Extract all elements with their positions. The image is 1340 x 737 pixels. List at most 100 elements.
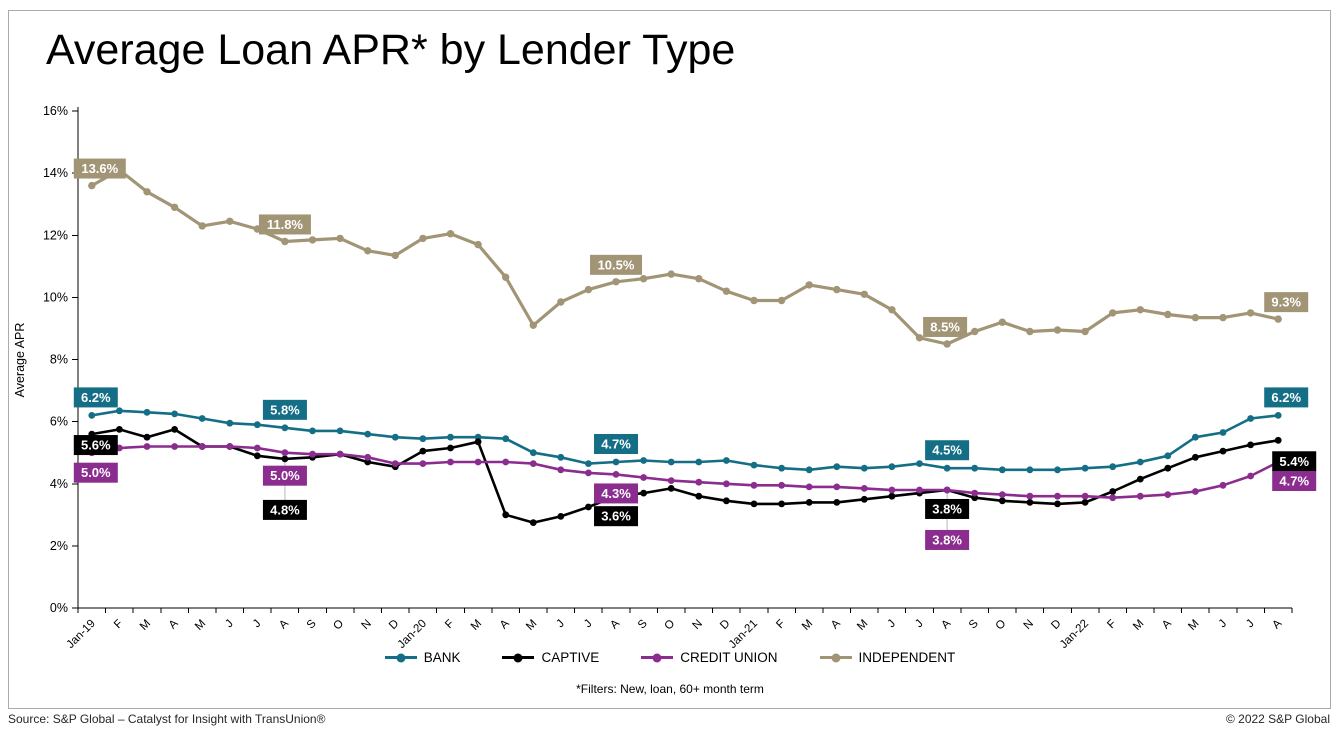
chart-frame <box>8 10 1331 709</box>
series-point-independent <box>667 270 675 278</box>
series-point-independent <box>722 287 731 295</box>
x-tick-label: D <box>1049 618 1063 632</box>
series-point-credit-union <box>833 483 841 491</box>
series-point-bank <box>640 457 647 464</box>
series-point-captive <box>1164 464 1172 472</box>
x-tick-label: S <box>967 617 981 631</box>
series-point-captive <box>723 497 730 505</box>
series-point-credit-union <box>557 466 565 474</box>
series-point-captive <box>1081 499 1089 506</box>
series-point-bank <box>833 463 841 471</box>
x-tick-label: J <box>913 618 926 631</box>
x-tick-label: Jan-21 <box>727 618 760 651</box>
series-point-captive <box>667 485 675 492</box>
data-label-box-independent <box>923 316 968 337</box>
series-point-credit-union <box>198 443 206 450</box>
series-point-captive <box>695 492 703 500</box>
legend-marker-independent <box>819 653 852 662</box>
x-tick-label: N <box>691 618 705 632</box>
legend-marker-dot-independent <box>831 653 841 662</box>
series-point-bank <box>116 407 123 415</box>
x-tick-label: F <box>1105 618 1118 631</box>
series-point-credit-union <box>474 458 482 466</box>
series-point-captive <box>640 489 647 497</box>
data-label-bank: 4.7% <box>601 437 631 452</box>
x-tick-label: M <box>855 618 870 633</box>
series-point-credit-union <box>971 489 979 497</box>
series-point-credit-union <box>1164 491 1172 498</box>
series-point-captive <box>502 511 510 519</box>
series-point-bank <box>557 453 565 461</box>
y-tick-label: 8% <box>50 353 68 367</box>
x-tick-label: N <box>1022 618 1036 632</box>
series-point-independent <box>612 278 620 286</box>
series-point-bank <box>198 415 206 422</box>
series-point-credit-union <box>364 453 372 461</box>
series-point-independent <box>860 290 868 298</box>
x-tick-label: J <box>582 618 595 631</box>
series-point-captive <box>860 495 868 503</box>
series-point-credit-union <box>529 460 537 467</box>
data-label-box-independent <box>1264 292 1309 313</box>
data-label-bank: 4.5% <box>932 443 962 458</box>
x-tick-label: S <box>305 617 319 631</box>
series-point-independent <box>419 234 427 243</box>
series-point-independent <box>557 298 565 306</box>
x-tick-label: F <box>443 618 456 631</box>
series-point-credit-union <box>419 460 427 467</box>
series-point-independent <box>639 275 648 283</box>
series-point-credit-union <box>143 443 151 450</box>
series-point-credit-union <box>1054 492 1061 500</box>
series-point-bank <box>1136 458 1144 466</box>
series-point-credit-union <box>998 491 1006 498</box>
series-point-independent <box>1026 327 1034 336</box>
legend-marker-credit-union <box>641 653 674 662</box>
copyright-text: © 2022 S&P Global <box>1225 712 1330 726</box>
series-point-captive <box>1247 441 1254 449</box>
series-point-captive <box>998 497 1006 505</box>
series-point-credit-union <box>1247 472 1254 480</box>
series-point-captive <box>447 444 454 452</box>
series-point-captive <box>419 447 427 455</box>
y-tick-label: 16% <box>43 104 68 118</box>
series-line-credit-union <box>90 445 1280 499</box>
y-tick-label: 4% <box>50 477 68 491</box>
series-point-bank <box>1219 429 1227 436</box>
series-point-bank <box>281 424 289 432</box>
series-point-bank <box>88 412 96 419</box>
series-point-independent <box>888 306 896 314</box>
series-point-captive <box>1192 453 1199 461</box>
series-point-credit-union <box>750 481 758 489</box>
x-tick-label: N <box>359 618 373 632</box>
series-point-credit-union <box>1026 492 1034 500</box>
series-point-bank <box>364 430 372 438</box>
series-point-independent <box>143 188 151 196</box>
legend-item-bank: BANK <box>384 650 460 665</box>
y-tick-label: 14% <box>43 166 68 180</box>
data-label-box-credit-union <box>925 529 970 550</box>
data-label-credit-union: 5.0% <box>81 465 111 480</box>
data-label-box-captive <box>594 506 639 527</box>
x-tick-label: F <box>112 618 125 631</box>
series-point-bank <box>943 464 951 472</box>
legend-label-captive: CAPTIVE <box>541 650 600 665</box>
series-point-independent <box>474 240 482 249</box>
series-point-captive <box>1136 475 1144 483</box>
data-label-bank: 6.2% <box>1271 390 1301 405</box>
series-point-credit-union <box>447 458 454 466</box>
x-tick-label: J <box>251 618 264 631</box>
data-label-bank: 6.2% <box>81 390 111 405</box>
series-point-captive <box>585 503 592 511</box>
series-point-bank <box>998 466 1006 474</box>
series-point-independent <box>170 203 179 211</box>
series-point-credit-union <box>309 450 316 458</box>
series-point-bank <box>143 408 151 416</box>
legend-label-independent: INDEPENDENT <box>858 650 956 665</box>
data-label-box-captive <box>1272 451 1317 472</box>
data-label-box-captive <box>262 499 307 520</box>
series-point-bank <box>667 458 675 466</box>
series-point-independent <box>1191 313 1200 322</box>
series-point-bank <box>1109 463 1117 471</box>
data-label-captive: 5.6% <box>81 438 111 453</box>
